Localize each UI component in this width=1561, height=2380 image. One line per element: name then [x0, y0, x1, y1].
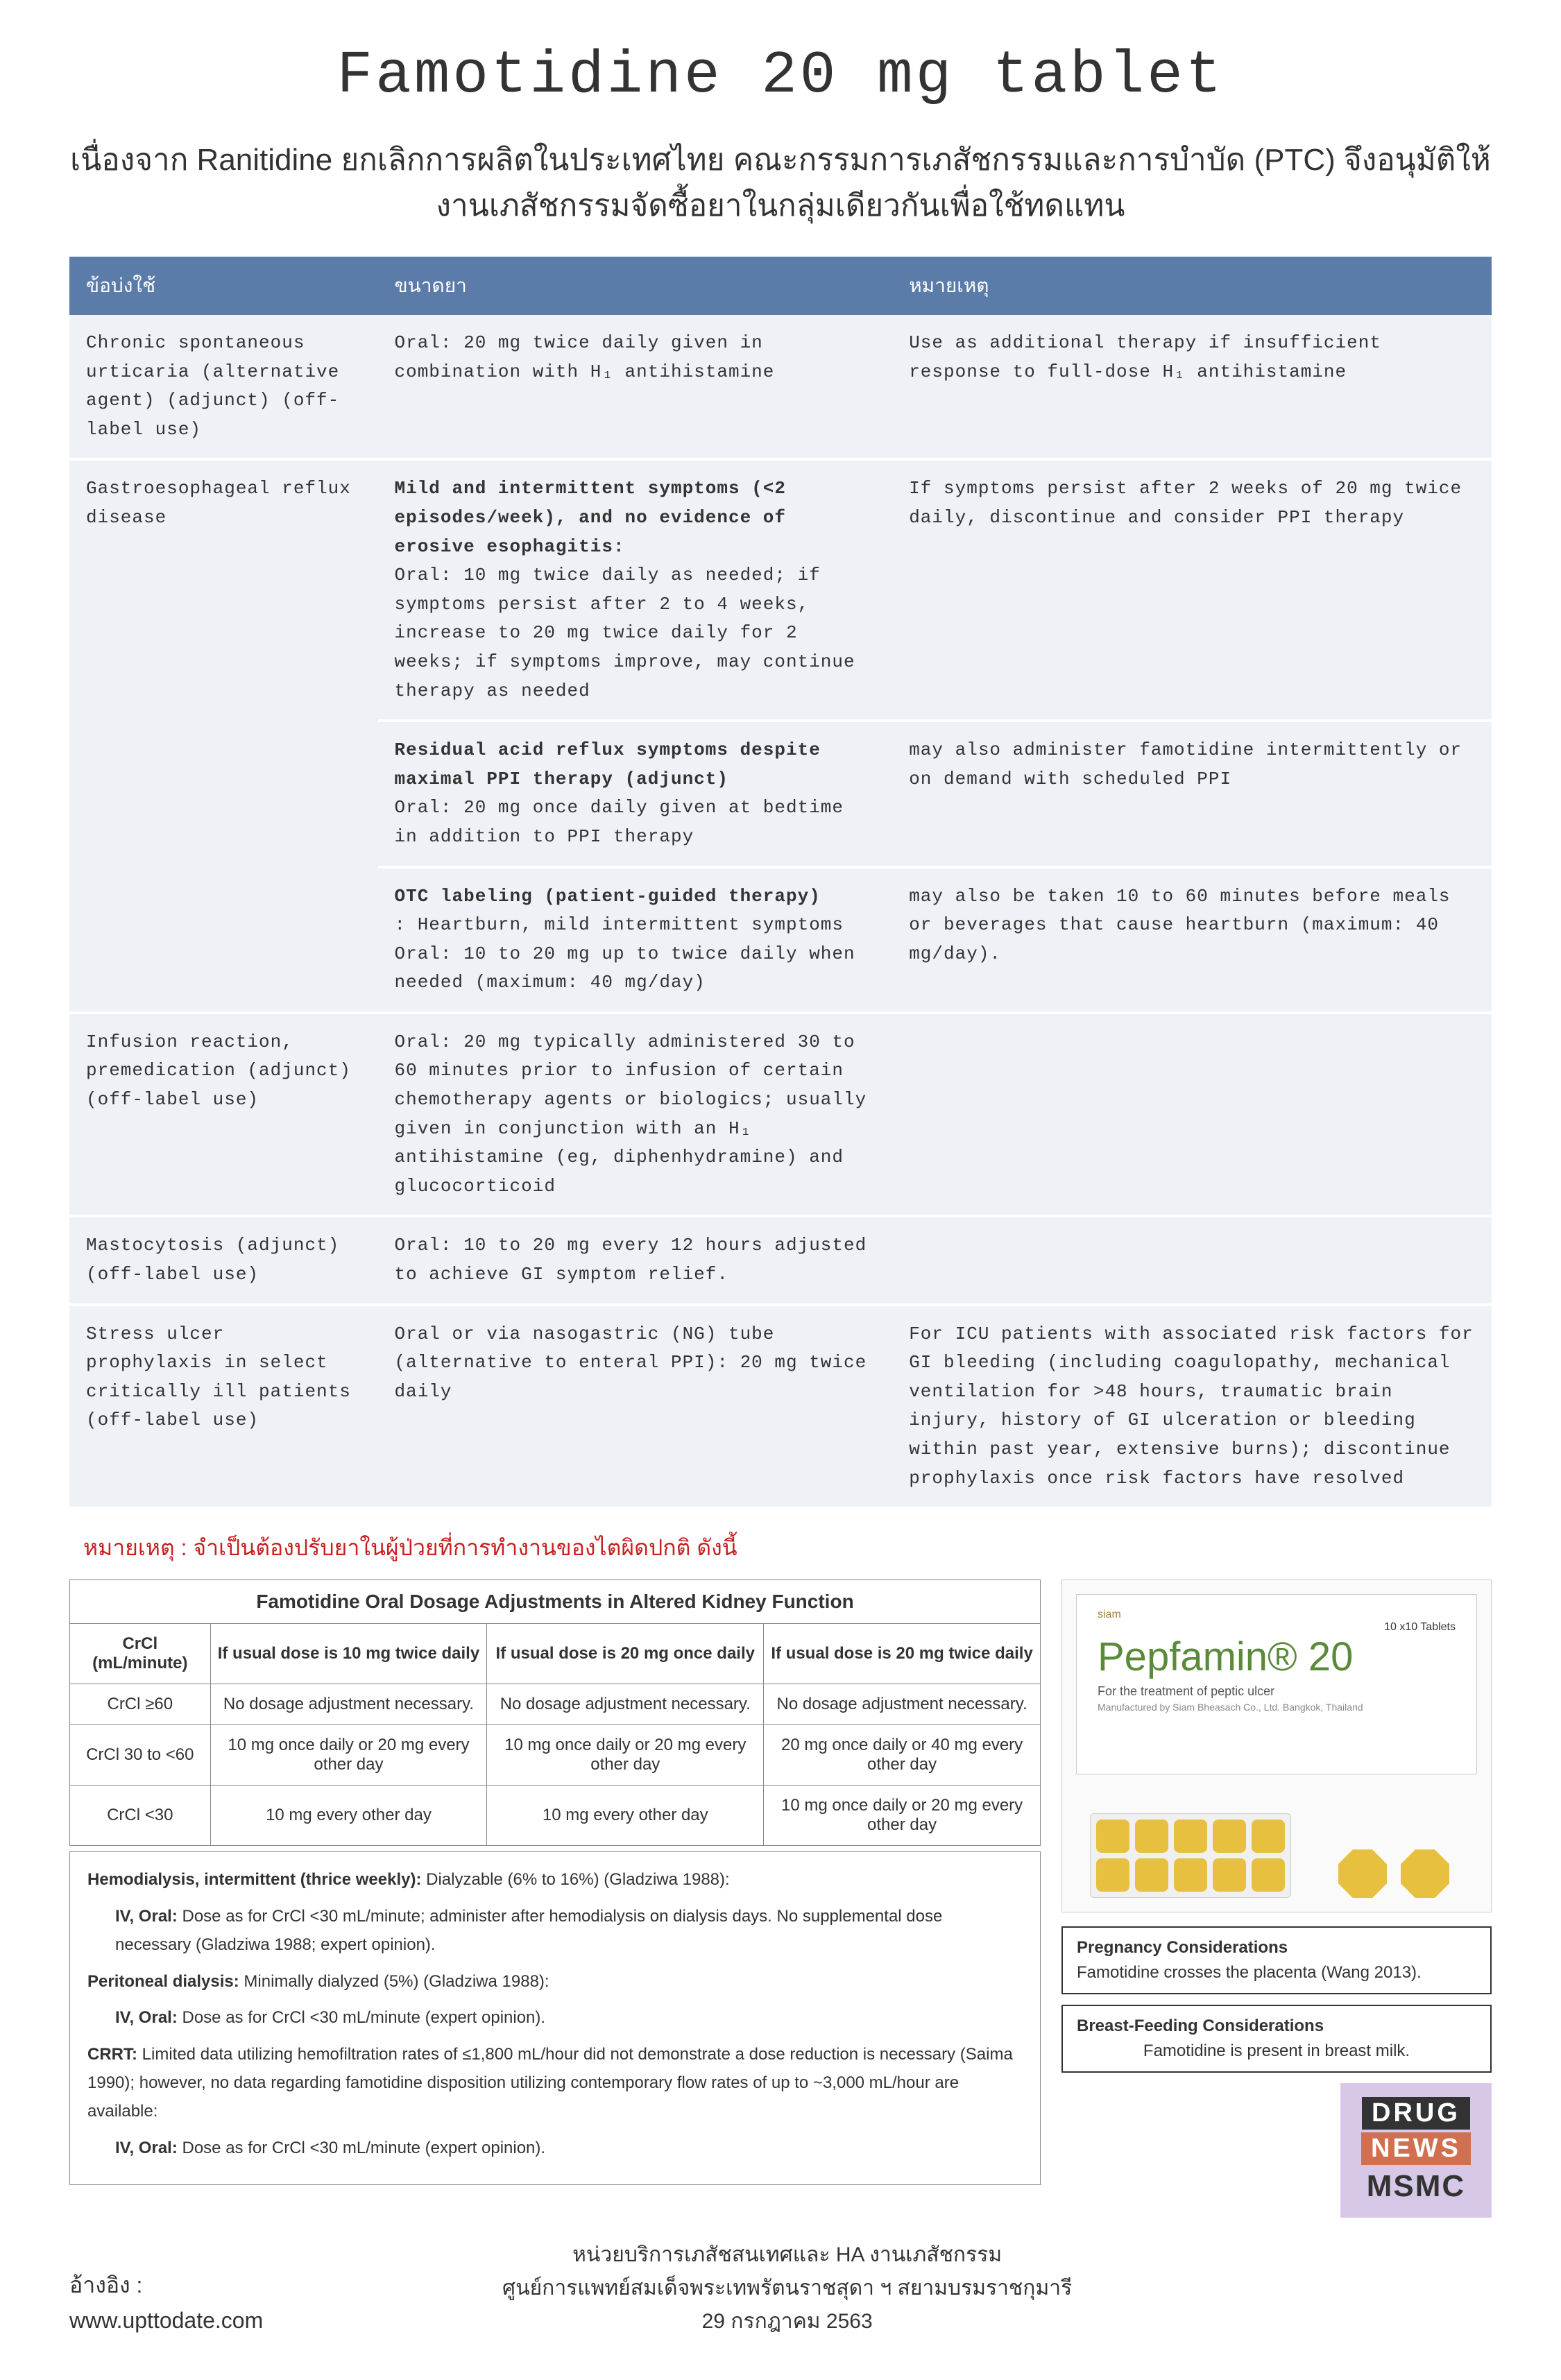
- product-image: siam 10 x10 Tablets Pepfamin® 20 For the…: [1061, 1579, 1492, 1912]
- footer: อ้างอิง : www.upttodate.com หน่วยบริการเ…: [69, 2238, 1492, 2338]
- page-title: Famotidine 20 mg tablet: [69, 42, 1492, 110]
- breastfeeding-box: Breast-Feeding Considerations Famotidine…: [1061, 2005, 1492, 2073]
- pregnancy-box: Pregnancy Considerations Famotidine cros…: [1061, 1926, 1492, 1994]
- intro-text: เนื่องจาก Ranitidine ยกเลิกการผลิตในประเ…: [69, 137, 1492, 229]
- col-note: หมายเหตุ: [892, 257, 1492, 315]
- kidney-note: หมายเหตุ : จำเป็นต้องปรับยาในผู้ป่วยที่ก…: [83, 1530, 1492, 1566]
- drug-news-logo: DRUG NEWS MSMC: [1340, 2083, 1492, 2218]
- col-dose: ขนาดยา: [378, 257, 893, 315]
- indications-table: ข้อบ่งใช้ ขนาดยา หมายเหตุ Chronic sponta…: [69, 257, 1492, 1509]
- kidney-table: Famotidine Oral Dosage Adjustments in Al…: [69, 1579, 1041, 1846]
- col-indication: ข้อบ่งใช้: [69, 257, 378, 315]
- dialysis-info: Hemodialysis, intermittent (thrice weekl…: [69, 1851, 1041, 2185]
